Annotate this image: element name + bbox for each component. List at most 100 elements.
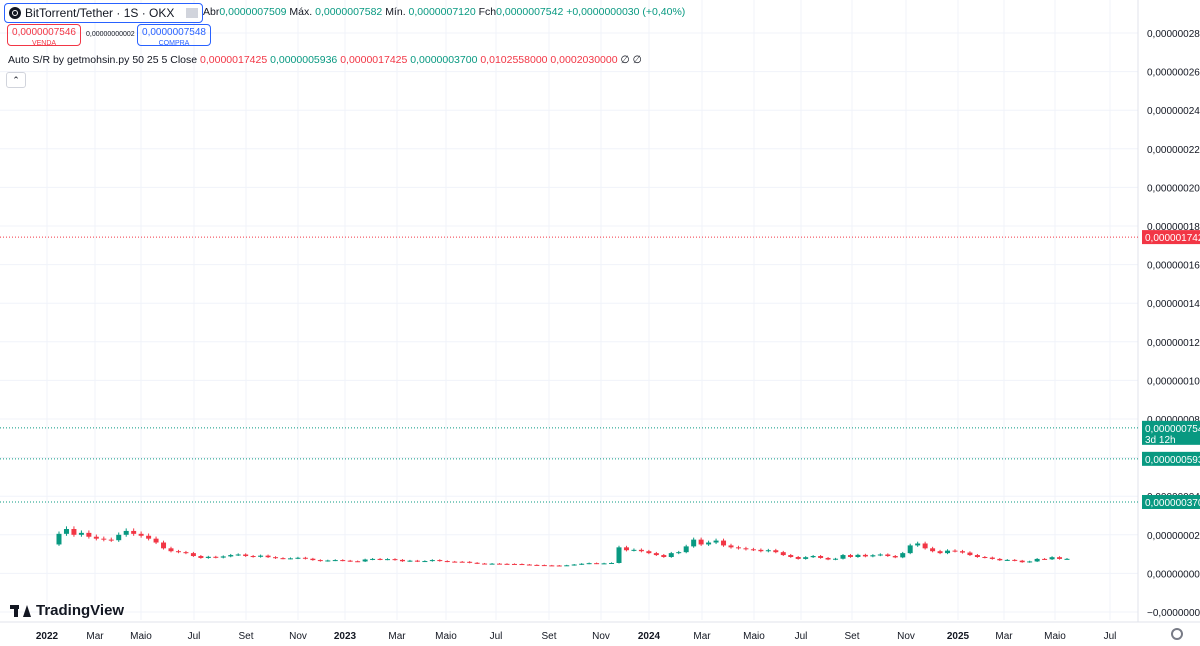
gear-icon[interactable] bbox=[1171, 628, 1183, 640]
buy-button[interactable]: 0,0000007548 COMPRA bbox=[137, 24, 211, 47]
candle-body bbox=[220, 556, 226, 558]
candle-body bbox=[564, 565, 570, 567]
candle-body bbox=[930, 548, 936, 552]
x-tick-label: 2025 bbox=[947, 631, 970, 642]
candle-body bbox=[422, 561, 428, 563]
x-tick-label: Nov bbox=[897, 631, 915, 642]
candle-body bbox=[146, 535, 152, 539]
x-tick-label: 2022 bbox=[36, 631, 59, 642]
candle-body bbox=[459, 561, 465, 563]
open-label: Abr bbox=[203, 6, 220, 18]
candle-body bbox=[302, 557, 308, 559]
candle-body bbox=[840, 555, 846, 559]
candle-body bbox=[974, 555, 980, 557]
close-label: Fch bbox=[478, 6, 497, 18]
candle-body bbox=[825, 557, 831, 560]
candle-body bbox=[78, 532, 84, 535]
symbol-title: BitTorrent/Tether · 1S · OKX bbox=[25, 6, 175, 20]
candle-body bbox=[959, 551, 965, 553]
candle-body bbox=[668, 553, 674, 557]
x-tick-label: 2024 bbox=[638, 631, 661, 642]
candle-body bbox=[347, 560, 353, 562]
candle-body bbox=[340, 560, 346, 562]
candle-body bbox=[788, 555, 794, 557]
candle-body bbox=[743, 548, 749, 550]
x-tick-label: Jul bbox=[188, 631, 201, 642]
candle-body bbox=[519, 564, 525, 566]
candle-body bbox=[310, 558, 316, 561]
bittorrent-logo-icon bbox=[9, 7, 21, 19]
candle-body bbox=[982, 556, 988, 558]
tradingview-wordmark: TradingView bbox=[36, 602, 125, 619]
candle-body bbox=[638, 549, 644, 552]
x-tick-label: Set bbox=[238, 631, 253, 642]
candle-body bbox=[71, 529, 77, 535]
candle-body bbox=[444, 561, 450, 563]
candle-body bbox=[131, 530, 137, 534]
y-tick-label: −0,0000000200 bbox=[1147, 608, 1200, 619]
candle-body bbox=[646, 551, 652, 554]
countdown-label: 3d 12h bbox=[1145, 435, 1176, 446]
y-tick-label: 0,0000002800 bbox=[1147, 29, 1200, 40]
candle-body bbox=[175, 551, 181, 553]
indicator-legend[interactable]: Auto S/R by getmohsin.py 50 25 5 Close 0… bbox=[8, 54, 642, 66]
candle-body bbox=[855, 554, 861, 557]
candle-body bbox=[138, 533, 144, 536]
candle-body bbox=[683, 546, 689, 553]
support2-tag bbox=[1142, 494, 1200, 509]
y-tick-label: 0,0000001800 bbox=[1147, 222, 1200, 233]
candle-body bbox=[735, 547, 741, 549]
candle-body bbox=[63, 529, 69, 534]
sell-label: VENDA bbox=[31, 40, 57, 47]
chevron-up-icon[interactable]: ⌃ bbox=[6, 72, 26, 88]
candle-body bbox=[750, 549, 756, 551]
candle-body bbox=[452, 561, 458, 563]
x-tick-label: Nov bbox=[592, 631, 610, 642]
y-tick-label: 0,0000000800 bbox=[1147, 415, 1200, 426]
symbol-menu-icon[interactable] bbox=[186, 8, 199, 18]
buy-label: COMPRA bbox=[158, 40, 190, 47]
indicator-value: 0,0000005936 bbox=[270, 54, 338, 66]
candle-body bbox=[571, 564, 577, 566]
open-value: 0,0000007509 bbox=[219, 6, 287, 18]
candle-body bbox=[474, 562, 480, 564]
candle-body bbox=[907, 545, 913, 554]
candle-body bbox=[623, 547, 629, 551]
candle-body bbox=[728, 545, 734, 548]
candle-body bbox=[332, 560, 338, 562]
y-tick-label: 0,0000000200 bbox=[1147, 531, 1200, 542]
indicator-value: 0,0000017425 bbox=[200, 54, 268, 66]
candle-body bbox=[1034, 558, 1040, 562]
ohlc-legend: Abr0,0000007509 Máx. 0,0000007582 Mín. 0… bbox=[203, 6, 685, 18]
candle-body bbox=[661, 555, 667, 557]
candle-body bbox=[1004, 559, 1010, 561]
candle-body bbox=[1042, 558, 1048, 560]
tradingview-logo[interactable]: TradingView bbox=[10, 602, 124, 619]
support1-tag-label: 0,0000005936 bbox=[1145, 455, 1200, 466]
candle-body bbox=[198, 556, 204, 558]
low-value: 0,0000007120 bbox=[408, 6, 476, 18]
candle-body bbox=[534, 564, 540, 566]
y-tick-label: 0,0000001000 bbox=[1147, 376, 1200, 387]
candle-body bbox=[877, 554, 883, 556]
sell-button[interactable]: 0,0000007546 VENDA bbox=[7, 24, 81, 47]
candle-body bbox=[116, 534, 122, 541]
candle-body bbox=[385, 559, 391, 561]
x-tick-label: Jul bbox=[490, 631, 503, 642]
candle-body bbox=[915, 543, 921, 546]
candle-body bbox=[183, 552, 189, 554]
change-value: +0,0000000030 (+0,40%) bbox=[566, 6, 686, 18]
candle-body bbox=[870, 555, 876, 557]
candle-body bbox=[765, 550, 771, 552]
current-price-tag-label: 0,0000007542 bbox=[1145, 424, 1200, 435]
symbol-selector[interactable]: BitTorrent/Tether · 1S · OKX bbox=[4, 3, 204, 23]
candle-body bbox=[586, 563, 592, 565]
x-tick-label: Set bbox=[541, 631, 556, 642]
candle-body bbox=[243, 554, 249, 557]
candle-body bbox=[414, 560, 420, 562]
candle-body bbox=[325, 560, 331, 562]
candle-body bbox=[489, 563, 495, 565]
x-tick-label: Mar bbox=[86, 631, 104, 642]
candle-body bbox=[967, 552, 973, 556]
